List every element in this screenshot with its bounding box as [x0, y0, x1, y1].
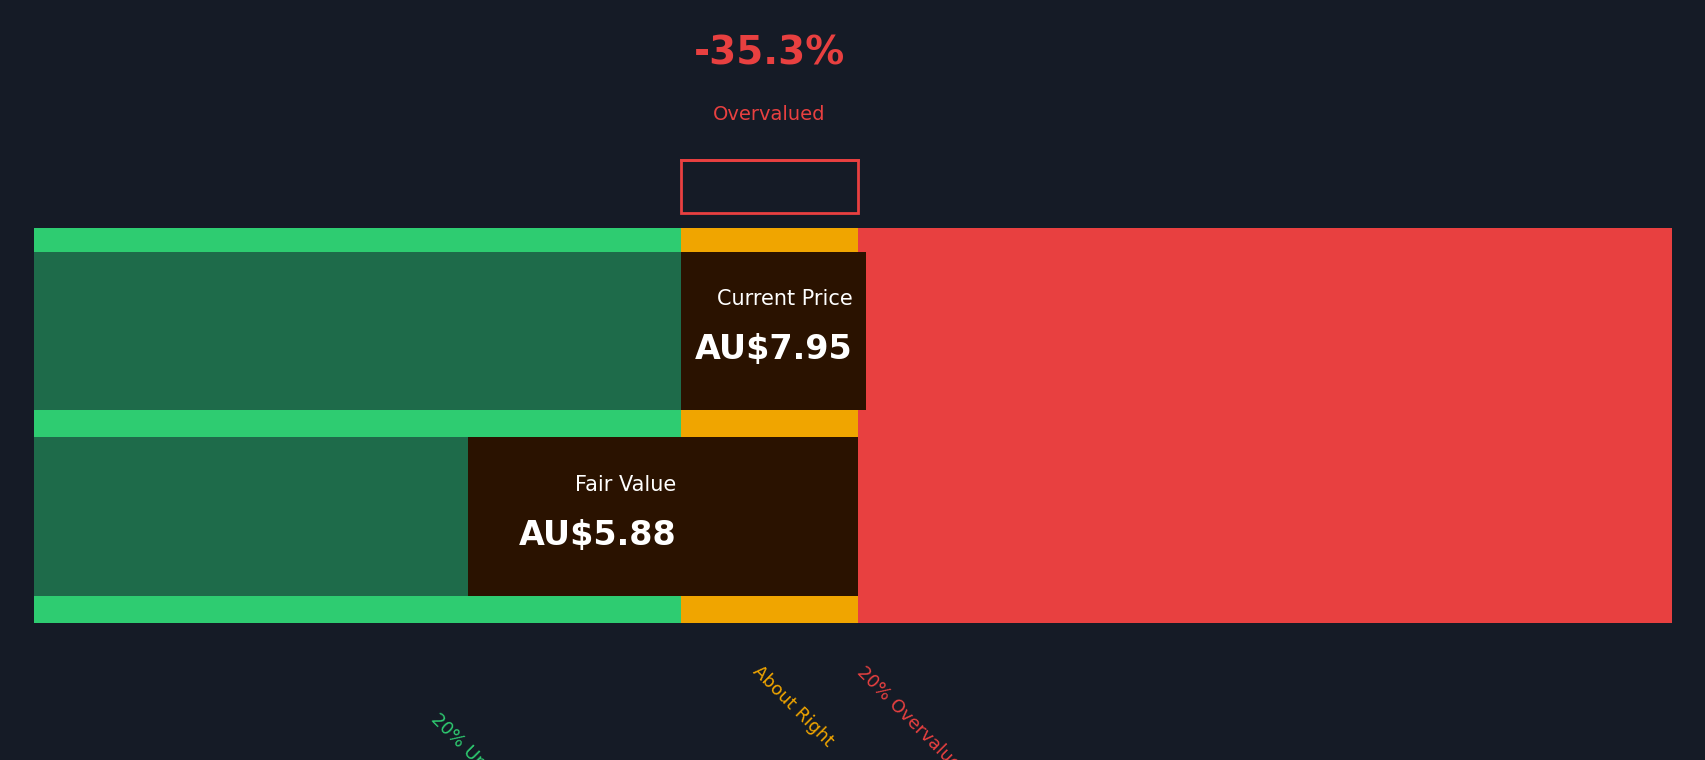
Bar	[680, 410, 858, 438]
Text: 20% Undervalued: 20% Undervalued	[426, 710, 552, 760]
Bar	[34, 596, 1671, 623]
Bar	[858, 438, 1671, 596]
Bar	[858, 252, 1671, 410]
Bar	[858, 596, 1671, 623]
Text: 20% Overvalued: 20% Overvalued	[852, 663, 972, 760]
Text: AU$7.95: AU$7.95	[696, 333, 852, 366]
Bar	[680, 228, 858, 252]
Bar	[680, 438, 858, 596]
Text: About Right: About Right	[748, 663, 835, 751]
Bar	[34, 252, 1671, 410]
Bar	[680, 252, 858, 410]
Text: Fair Value: Fair Value	[575, 475, 675, 495]
Text: Current Price: Current Price	[716, 289, 852, 309]
Bar	[858, 228, 1671, 252]
Bar	[680, 596, 858, 623]
Text: -35.3%: -35.3%	[694, 34, 844, 72]
Bar	[680, 252, 866, 410]
Bar	[467, 438, 858, 596]
Text: AU$5.88: AU$5.88	[518, 519, 675, 552]
Bar	[858, 410, 1671, 438]
Bar	[34, 228, 1671, 252]
Bar	[34, 410, 1671, 438]
Text: Overvalued: Overvalued	[713, 105, 825, 123]
Bar	[34, 438, 1671, 596]
